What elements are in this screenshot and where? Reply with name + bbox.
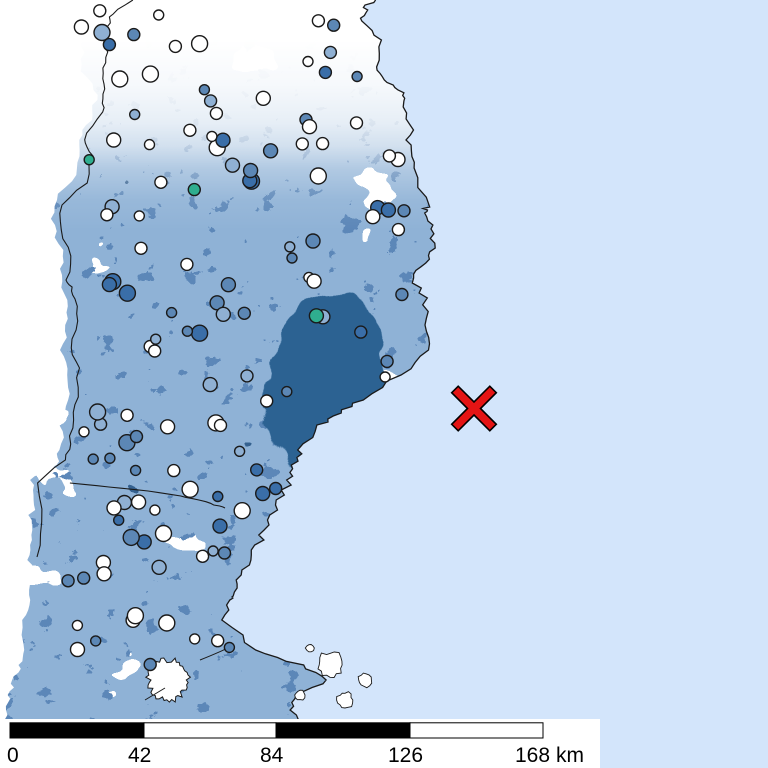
svg-text:0: 0 [7,744,19,767]
svg-text:km: km [556,744,584,767]
svg-text:126: 126 [388,744,423,767]
svg-text:42: 42 [128,744,151,767]
svg-text:168: 168 [515,744,550,767]
svg-text:84: 84 [260,744,284,767]
